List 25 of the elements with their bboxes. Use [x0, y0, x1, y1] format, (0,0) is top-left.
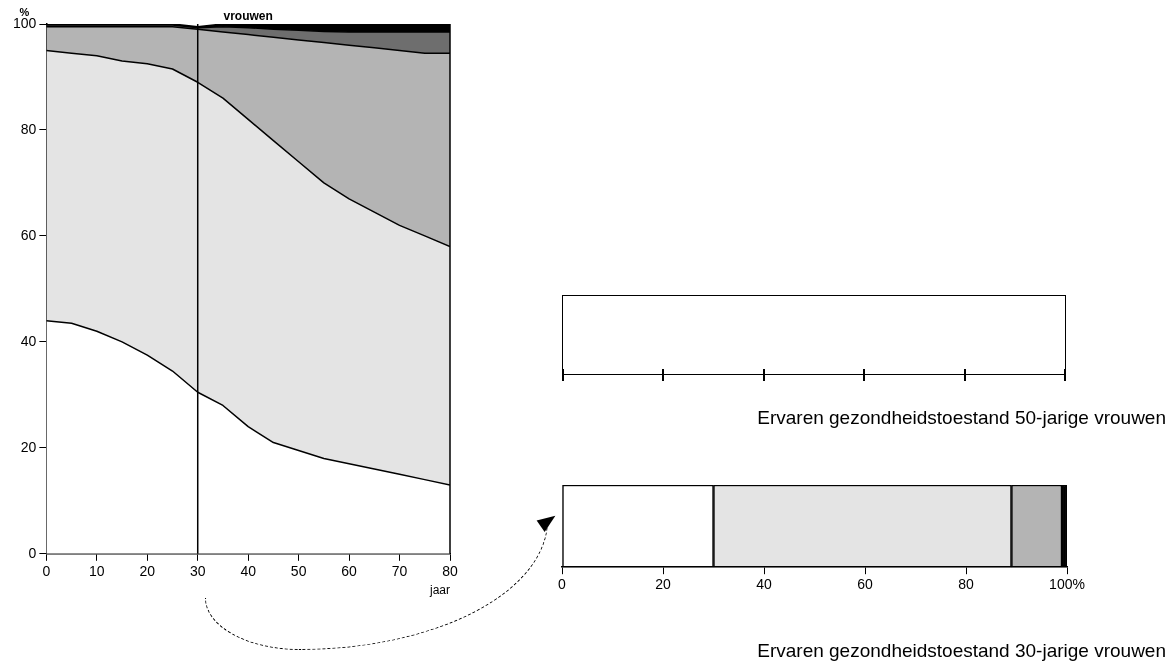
x-tick-label: 80: [442, 563, 458, 580]
y-tick-label: 80: [20, 120, 37, 137]
x-tick-label: 10: [89, 563, 105, 580]
x-tick-label: 20: [139, 563, 156, 580]
x-tick-label: 100%: [1049, 576, 1085, 593]
x-tick-label: 60: [341, 563, 358, 580]
x-tick-label: 40: [756, 576, 772, 593]
x-tick-label: 0: [558, 576, 567, 593]
y-axis-title: %: [19, 6, 30, 18]
x-axis-title: jaar: [428, 583, 450, 598]
y-tick-label: 40: [20, 332, 37, 349]
x-tick-label: 50: [290, 563, 307, 580]
x-axis-title: Ervaren gezondheidstoestand 30-jarige vrouwen: [757, 639, 1166, 661]
x-tick-label: 80: [958, 576, 974, 593]
y-tick-label: 60: [20, 226, 37, 243]
y-tick-label: 0: [28, 544, 37, 561]
x-tick-label: 40: [240, 563, 257, 580]
y-tick-label: 20: [20, 438, 37, 455]
x-tick-label: 0: [42, 563, 51, 580]
x-tick-label: 60: [857, 576, 873, 593]
chart-title: vrouwen: [223, 9, 273, 23]
x-tick-label: 20: [655, 576, 671, 593]
x-tick-label: 30: [189, 563, 206, 580]
text: Ervaren gezondheidstoestand 50-jarige vrouwen: [757, 407, 1166, 429]
x-tick-label: 70: [391, 563, 408, 580]
